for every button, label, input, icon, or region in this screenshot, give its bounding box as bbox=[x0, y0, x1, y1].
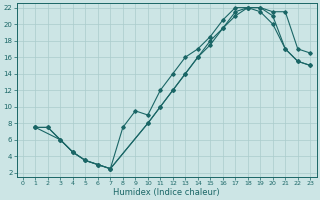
X-axis label: Humidex (Indice chaleur): Humidex (Indice chaleur) bbox=[113, 188, 220, 197]
